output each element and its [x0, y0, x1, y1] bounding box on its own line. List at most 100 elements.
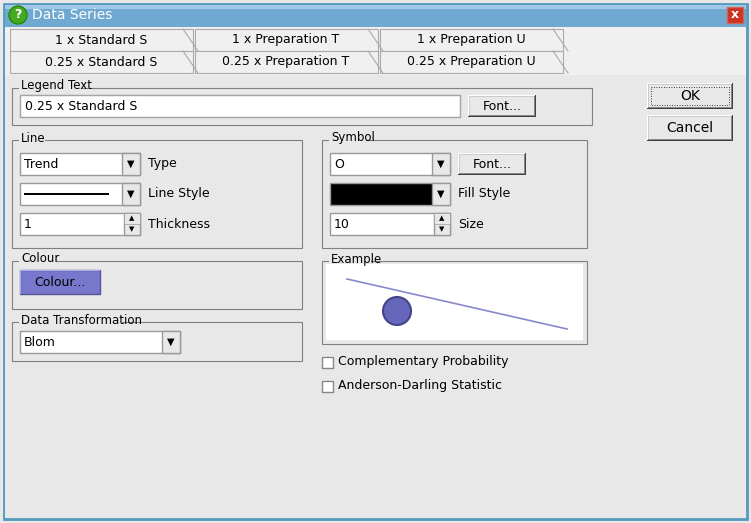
Bar [330, 153, 450, 175]
Bar [20, 213, 140, 235]
Bar [651, 87, 729, 105]
Bar [19, 254, 56, 264]
Bar [524, 154, 525, 174]
Bar [24, 193, 109, 195]
Bar [122, 183, 140, 205]
Bar [10, 29, 193, 51]
Bar [195, 29, 378, 51]
Text: Symbol: Symbol [331, 131, 375, 144]
Text: Cancel: Cancel [666, 121, 713, 135]
Bar [10, 51, 193, 73]
Text: ?: ? [14, 8, 22, 21]
Bar [19, 81, 81, 91]
Text: 0.25 x Preparation T: 0.25 x Preparation T [222, 55, 350, 69]
Bar [432, 153, 450, 175]
Text: 1 x Preparation U: 1 x Preparation U [417, 33, 525, 47]
Text: 1 x Standard S: 1 x Standard S [55, 33, 147, 47]
Circle shape [383, 297, 411, 325]
Bar [5, 5, 746, 9]
Bar [732, 83, 733, 109]
Text: 10: 10 [334, 218, 350, 231]
Bar [329, 254, 371, 264]
Bar [432, 183, 450, 205]
Bar [648, 139, 732, 140]
Bar [122, 153, 140, 175]
Text: Type: Type [148, 157, 176, 170]
Bar [468, 95, 536, 117]
Bar [647, 83, 648, 109]
Bar [20, 270, 100, 294]
Bar [459, 154, 525, 155]
Bar [468, 95, 536, 96]
Bar [162, 331, 180, 353]
Text: 0.25 x Preparation U: 0.25 x Preparation U [407, 55, 535, 69]
Bar [20, 183, 140, 205]
Text: Example: Example [331, 253, 382, 266]
Bar [458, 174, 526, 175]
Bar [468, 95, 469, 117]
Bar [19, 133, 45, 143]
Text: 1 x Preparation T: 1 x Preparation T [232, 33, 339, 47]
Bar [124, 213, 140, 235]
Text: ▼: ▼ [127, 159, 134, 169]
Text: Line: Line [21, 131, 46, 144]
Bar [468, 116, 536, 117]
Text: ▲: ▲ [439, 215, 445, 221]
Bar [647, 115, 648, 141]
Text: Size: Size [458, 218, 484, 231]
Circle shape [9, 6, 27, 24]
Bar [12, 322, 302, 361]
Text: ▼: ▼ [167, 337, 175, 347]
Bar [469, 96, 470, 116]
Bar [20, 331, 180, 353]
Bar [20, 95, 460, 117]
Bar [647, 115, 733, 141]
Bar [648, 116, 649, 140]
Bar [459, 154, 460, 174]
Bar [458, 153, 526, 175]
Bar [20, 153, 140, 175]
Bar [5, 27, 746, 75]
Bar [20, 270, 100, 271]
Bar [727, 7, 743, 23]
Bar [12, 261, 302, 309]
Text: ▼: ▼ [437, 189, 445, 199]
Bar [330, 183, 450, 205]
Bar [195, 51, 378, 73]
Bar [20, 270, 21, 294]
Bar [647, 83, 733, 109]
Text: 0.25 x Standard S: 0.25 x Standard S [25, 99, 137, 112]
Text: Fill Style: Fill Style [458, 188, 510, 200]
Bar [326, 264, 583, 340]
Bar [459, 173, 525, 174]
Text: 0.25 x Standard S: 0.25 x Standard S [45, 55, 157, 69]
Text: x: x [731, 8, 739, 21]
Text: Font...: Font... [482, 99, 521, 112]
Bar [731, 84, 732, 108]
Text: ▼: ▼ [127, 189, 134, 199]
Bar [330, 213, 450, 235]
Bar [535, 95, 536, 117]
Bar [434, 213, 450, 235]
Bar [5, 5, 746, 27]
Bar [322, 140, 587, 248]
Text: Anderson-Darling Statistic: Anderson-Darling Statistic [338, 380, 502, 392]
Text: ▼: ▼ [437, 159, 445, 169]
Bar [647, 115, 733, 116]
Bar [648, 84, 732, 85]
Text: 1: 1 [24, 218, 32, 231]
Bar [647, 140, 733, 141]
Bar [534, 96, 535, 116]
Bar [380, 29, 563, 51]
Text: Line Style: Line Style [148, 188, 210, 200]
Bar [648, 116, 732, 117]
Text: Colour: Colour [21, 253, 59, 266]
Bar [732, 115, 733, 141]
Text: Trend: Trend [24, 157, 59, 170]
Text: Colour...: Colour... [35, 276, 86, 289]
Text: O: O [334, 157, 344, 170]
Text: ▲: ▲ [129, 215, 134, 221]
Bar [469, 96, 535, 97]
Bar [124, 213, 140, 224]
Bar [458, 153, 526, 154]
